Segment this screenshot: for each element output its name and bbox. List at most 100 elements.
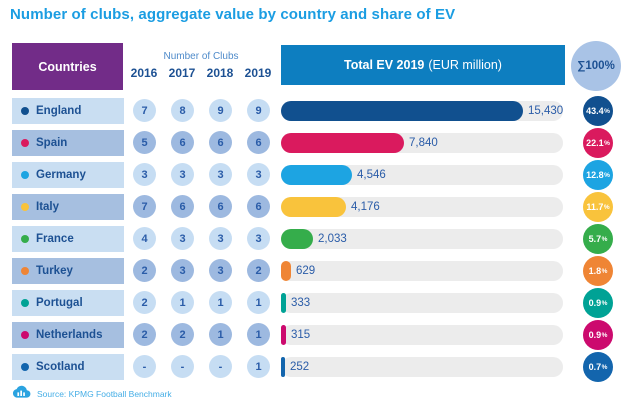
table-row: England 7 8 9 9 15,430 43.4% bbox=[0, 96, 640, 126]
ev-value-label: 333 bbox=[291, 297, 311, 309]
table-row: Netherlands 2 2 1 1 315 0.9% bbox=[0, 320, 640, 350]
ev-bar-track: 315 bbox=[281, 325, 563, 345]
country-label: Netherlands bbox=[36, 329, 103, 341]
country-cell: Spain bbox=[12, 130, 124, 156]
ev-bar bbox=[281, 229, 313, 249]
ev-bar bbox=[281, 133, 404, 153]
country-dot-icon bbox=[21, 267, 29, 275]
clubs-count-2019: 1 bbox=[247, 355, 270, 378]
source-text: Source: KPMG Football Benchmark bbox=[37, 389, 172, 399]
clubs-count-2016: 3 bbox=[133, 163, 156, 186]
ev-bar-track: 7,840 bbox=[281, 133, 563, 153]
country-cell: Germany bbox=[12, 162, 124, 188]
year-column-2019: 2019 bbox=[244, 66, 272, 80]
ev-bar bbox=[281, 261, 291, 281]
clubs-count-2017: 3 bbox=[171, 227, 194, 250]
country-dot-icon bbox=[21, 299, 29, 307]
ev-bar bbox=[281, 197, 346, 217]
clubs-count-2018: - bbox=[209, 355, 232, 378]
clubs-count-2018: 1 bbox=[209, 323, 232, 346]
year-columns: 2016 2017 2018 2019 bbox=[125, 66, 277, 80]
country-cell: Portugal bbox=[12, 290, 124, 316]
clubs-count-2017: - bbox=[171, 355, 194, 378]
clubs-count-2018: 6 bbox=[209, 195, 232, 218]
country-cell: Netherlands bbox=[12, 322, 124, 348]
country-label: Germany bbox=[36, 169, 86, 181]
table-row: Turkey 2 3 3 2 629 1.8% bbox=[0, 256, 640, 286]
clubs-count-2016: 5 bbox=[133, 131, 156, 154]
country-label: Scotland bbox=[36, 361, 85, 373]
share-of-ev-badge: 43.4% bbox=[583, 96, 613, 126]
ev-bar-track: 4,176 bbox=[281, 197, 563, 217]
country-cell: France bbox=[12, 226, 124, 252]
ev-value-label: 4,546 bbox=[357, 169, 386, 181]
clubs-count-2016: 4 bbox=[133, 227, 156, 250]
country-label: Italy bbox=[36, 201, 60, 213]
clubs-count-2018: 3 bbox=[209, 163, 232, 186]
country-label: England bbox=[36, 105, 82, 117]
country-dot-icon bbox=[21, 235, 29, 243]
table-row: France 4 3 3 3 2,033 5.7% bbox=[0, 224, 640, 254]
share-of-ev-badge: 11.7% bbox=[583, 192, 613, 222]
ev-bar bbox=[281, 325, 286, 345]
clubs-count-2017: 3 bbox=[171, 163, 194, 186]
clubs-count-2019: 1 bbox=[247, 323, 270, 346]
country-dot-icon bbox=[21, 363, 29, 371]
year-column-2017: 2017 bbox=[168, 66, 196, 80]
clubs-count-2016: 2 bbox=[133, 323, 156, 346]
clubs-count-2016: 2 bbox=[133, 259, 156, 282]
clubs-header-label: Number of Clubs bbox=[163, 51, 239, 62]
ev-value-label: 2,033 bbox=[318, 233, 347, 245]
ev-value-label: 252 bbox=[290, 361, 310, 373]
table-row: Italy 7 6 6 6 4,176 11.7% bbox=[0, 192, 640, 222]
clubs-count-2016: 7 bbox=[133, 99, 156, 122]
country-cell: Turkey bbox=[12, 258, 124, 284]
clubs-count-2017: 2 bbox=[171, 323, 194, 346]
country-rows: England 7 8 9 9 15,430 43.4% Spain 5 6 6… bbox=[0, 96, 640, 386]
clubs-count-2019: 9 bbox=[247, 99, 270, 122]
table-row: Spain 5 6 6 6 7,840 22.1% bbox=[0, 128, 640, 158]
ev-value-label: 629 bbox=[296, 265, 316, 277]
share-of-ev-badge: 0.7% bbox=[583, 352, 613, 382]
ev-header-label: Total EV 2019 bbox=[344, 58, 425, 72]
ev-header: Total EV 2019 (EUR million) bbox=[281, 45, 565, 85]
country-label: Turkey bbox=[36, 265, 73, 277]
countries-header: Countries bbox=[12, 43, 123, 90]
clubs-count-2019: 3 bbox=[247, 227, 270, 250]
ev-bar-track: 252 bbox=[281, 357, 563, 377]
share-of-ev-badge: 5.7% bbox=[583, 224, 613, 254]
ev-bar-track: 629 bbox=[281, 261, 563, 281]
ev-value-label: 7,840 bbox=[409, 137, 438, 149]
share-of-ev-badge: 12.8% bbox=[583, 160, 613, 190]
ev-bar bbox=[281, 165, 352, 185]
ev-value-label: 4,176 bbox=[351, 201, 380, 213]
ev-value-label: 15,430 bbox=[528, 105, 564, 117]
clubs-count-2019: 2 bbox=[247, 259, 270, 282]
clubs-count-2019: 1 bbox=[247, 291, 270, 314]
clubs-count-2018: 3 bbox=[209, 259, 232, 282]
clubs-count-2018: 6 bbox=[209, 131, 232, 154]
clubs-count-2016: 7 bbox=[133, 195, 156, 218]
country-dot-icon bbox=[21, 107, 29, 115]
share-of-ev-badge: 22.1% bbox=[583, 128, 613, 158]
ev-bar-track: 333 bbox=[281, 293, 563, 313]
clubs-count-2018: 9 bbox=[209, 99, 232, 122]
clubs-count-2017: 3 bbox=[171, 259, 194, 282]
share-of-ev-badge: 0.9% bbox=[583, 320, 613, 350]
table-row: Scotland - - - 1 252 0.7% bbox=[0, 352, 640, 382]
clubs-count-2019: 6 bbox=[247, 195, 270, 218]
table-row: Germany 3 3 3 3 4,546 12.8% bbox=[0, 160, 640, 190]
clubs-count-2017: 8 bbox=[171, 99, 194, 122]
country-cell: Italy bbox=[12, 194, 124, 220]
ev-bar bbox=[281, 101, 523, 121]
clubs-count-2017: 6 bbox=[171, 131, 194, 154]
ev-bar-track: 4,546 bbox=[281, 165, 563, 185]
country-cell: England bbox=[12, 98, 124, 124]
football-benchmark-cloud-icon bbox=[12, 385, 31, 403]
clubs-count-2016: - bbox=[133, 355, 156, 378]
clubs-count-2019: 6 bbox=[247, 131, 270, 154]
country-label: Spain bbox=[36, 137, 68, 149]
clubs-count-2017: 1 bbox=[171, 291, 194, 314]
country-dot-icon bbox=[21, 139, 29, 147]
